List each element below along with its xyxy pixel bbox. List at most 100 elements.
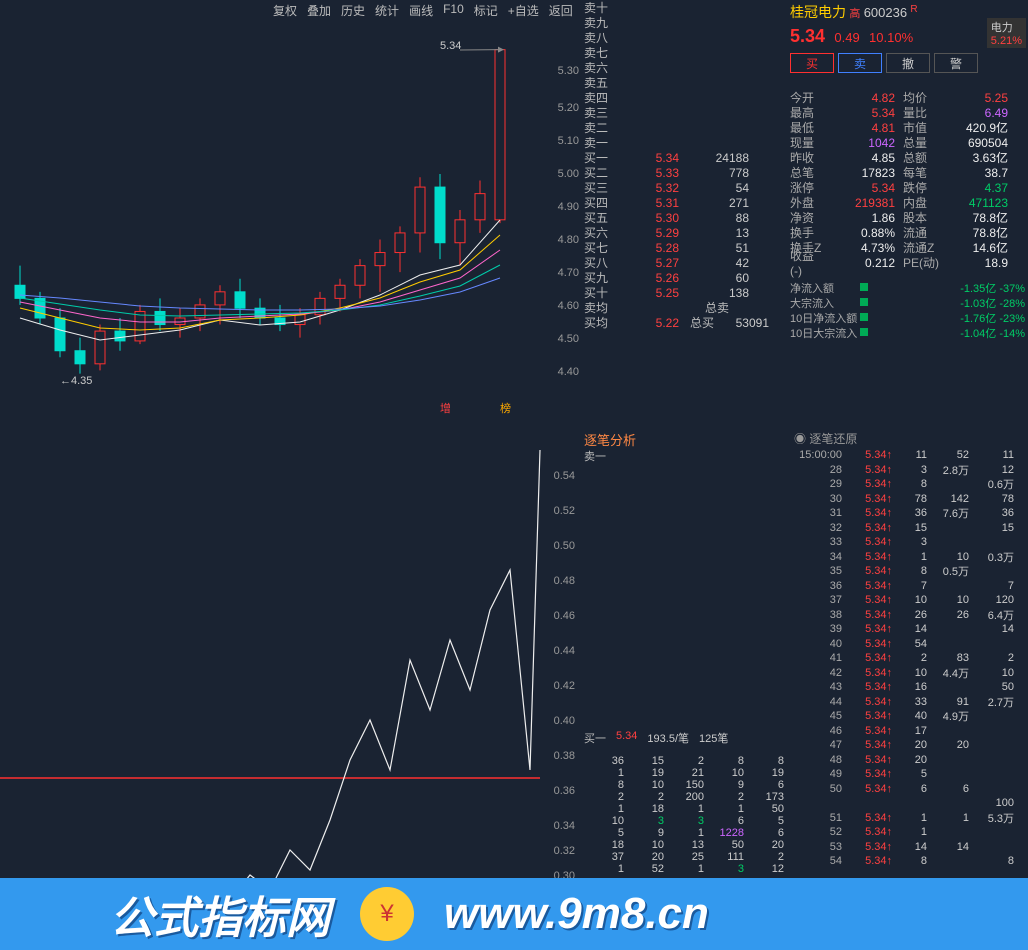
detail-row: 119211019 [584, 767, 784, 779]
detail-grid: 3615288119211019810150962220021731181150… [584, 755, 784, 875]
sector-badge[interactable]: 电力 5.21% [987, 18, 1026, 48]
menu-item[interactable]: 叠加 [304, 2, 334, 19]
menubar: 复权叠加历史统计画线F10标记+自选返回 [270, 2, 576, 19]
sell-row: 卖六 [584, 60, 784, 75]
bang-label: 榜 [500, 400, 511, 416]
tick-row: 475.34↑2020 [790, 738, 1025, 753]
detail-row: 1181150 [584, 803, 784, 815]
stock-flag: 高 [849, 8, 860, 20]
tick-row: 335.34↑3 [790, 535, 1025, 550]
flow-row: 10日净流入额-1.76亿 -23% [790, 310, 1025, 325]
tick-row: 525.34↑1 [790, 825, 1025, 840]
detail-row: 1521312 [584, 863, 784, 875]
sell-row: 卖二 [584, 120, 784, 135]
tick-analysis: 卖一 [584, 448, 784, 463]
sell-row: 卖四 [584, 90, 784, 105]
menu-item[interactable]: 标记 [471, 2, 501, 19]
buy-row: 买一5.3424188 [584, 150, 784, 165]
tick-list[interactable]: 15:00:005.34↑115211285.34↑32.8万12295.34↑… [790, 448, 1025, 869]
info-row: 换手Z4.73%流通Z14.6亿 [790, 240, 1025, 255]
tick-row: 345.34↑1100.3万 [790, 550, 1025, 565]
info-row: 外盘219381内盘471123 [790, 195, 1025, 210]
menu-item[interactable]: F10 [440, 2, 467, 19]
tick-row: 535.34↑1414 [790, 840, 1025, 855]
sell-button[interactable]: 卖 [838, 53, 882, 73]
detail-row: 3720251112 [584, 851, 784, 863]
current-price: 5.34 [790, 26, 825, 46]
stock-code[interactable]: 600236 [864, 5, 907, 20]
tick-row: 425.34↑104.4万10 [790, 666, 1025, 681]
buy-button[interactable]: 买 [790, 53, 834, 73]
tick-row: 495.34↑5 [790, 767, 1025, 782]
info-row: 最高5.34量比6.49 [790, 105, 1025, 120]
buy-row: 买九5.2660 [584, 270, 784, 285]
sell-row: 卖八 [584, 30, 784, 45]
buy-row: 买五5.3088 [584, 210, 784, 225]
stock-info-panel: 今开4.82均价5.25最高5.34量比6.49最低4.81市值420.9亿现量… [790, 90, 1025, 270]
tick-row: 325.34↑1515 [790, 521, 1025, 536]
tick-row: 285.34↑32.8万12 [790, 463, 1025, 478]
flow-row: 净流入额-1.35亿 -37% [790, 280, 1025, 295]
buy-row: 买四5.31271 [584, 195, 784, 210]
detail-row: 59112286 [584, 827, 784, 839]
tick-row: 375.34↑1010120 [790, 593, 1025, 608]
detail-row: 1810135020 [584, 839, 784, 851]
sell-row: 卖十 [584, 0, 784, 15]
buy-row: 买八5.2742 [584, 255, 784, 270]
menu-item[interactable]: 历史 [338, 2, 368, 19]
sell-row: 卖九 [584, 15, 784, 30]
buy-row: 买六5.2913 [584, 225, 784, 240]
buy-row: 买二5.33778 [584, 165, 784, 180]
tick-row: 515.34↑115.3万 [790, 811, 1025, 826]
tick-row: 295.34↑80.6万 [790, 477, 1025, 492]
buy-summary: 买一 5.34 193.5/笔 125笔 [584, 730, 784, 746]
detail-row: 222002173 [584, 791, 784, 803]
menu-item[interactable]: 复权 [270, 2, 300, 19]
sell-row: 卖七 [584, 45, 784, 60]
stock-name[interactable]: 桂冠电力 [790, 4, 846, 20]
tick-row: 15:00:005.34↑115211 [790, 448, 1025, 463]
r-badge: R [910, 4, 917, 15]
sell-row: 卖五 [584, 75, 784, 90]
coin-icon: ¥ [360, 887, 414, 941]
tick-row: 405.34↑54 [790, 637, 1025, 652]
sell-row: 卖三 [584, 105, 784, 120]
tick-row: 415.34↑2832 [790, 651, 1025, 666]
high-price-label: 5.34 [440, 40, 461, 52]
info-row: 涨停5.34跌停4.37 [790, 180, 1025, 195]
info-row: 换手0.88%流通78.8亿 [790, 225, 1025, 240]
money-flow-panel: 净流入额-1.35亿 -37%大宗流入-1.03亿 -28%10日净流入额-1.… [790, 280, 1025, 340]
tick-row: 100 [790, 796, 1025, 811]
banner-url: www.9m8.cn [444, 889, 709, 939]
menu-item[interactable]: 返回 [546, 2, 576, 19]
info-row: 现量1042总量690504 [790, 135, 1025, 150]
price-pct: 10.10% [869, 30, 913, 45]
price-change: 0.49 [834, 30, 859, 45]
action-buttons: 买 卖 撤 警 [790, 53, 1025, 73]
menu-item[interactable]: 统计 [372, 2, 402, 19]
tick-row: 485.34↑20 [790, 753, 1025, 768]
zeng-label: 增 [440, 400, 451, 416]
banner-text: 公式指标网 [110, 882, 330, 946]
alert-button[interactable]: 警 [934, 53, 978, 73]
info-row: 昨收4.85总额3.63亿 [790, 150, 1025, 165]
buy-row: 买十5.25138 [584, 285, 784, 300]
detail-row: 3615288 [584, 755, 784, 767]
cancel-button[interactable]: 撤 [886, 53, 930, 73]
detail-row: 103365 [584, 815, 784, 827]
info-row: 今开4.82均价5.25 [790, 90, 1025, 105]
tick-row: 545.34↑88 [790, 854, 1025, 869]
tick-row: 395.34↑1414 [790, 622, 1025, 637]
menu-item[interactable]: +自选 [505, 2, 542, 19]
tick-row: 355.34↑80.5万 [790, 564, 1025, 579]
sell-row: 卖一 [584, 135, 784, 150]
tick-row: 365.34↑77 [790, 579, 1025, 594]
info-row: 净资1.86股本78.8亿 [790, 210, 1025, 225]
menu-item[interactable]: 画线 [406, 2, 436, 19]
buy-row: 买七5.2851 [584, 240, 784, 255]
tick-row: 385.34↑26266.4万 [790, 608, 1025, 623]
indicator-chart[interactable]: 0.540.520.500.480.460.440.420.400.380.36… [0, 430, 580, 900]
candlestick-chart[interactable]: 5.305.205.105.004.904.804.704.604.504.40… [0, 20, 544, 400]
tick-row: 455.34↑404.9万 [790, 709, 1025, 724]
tick-row: 315.34↑367.6万36 [790, 506, 1025, 521]
